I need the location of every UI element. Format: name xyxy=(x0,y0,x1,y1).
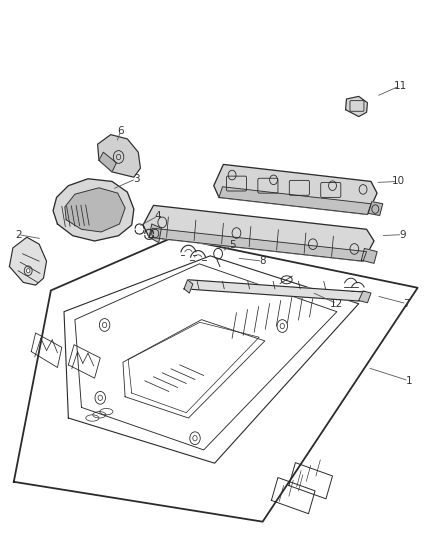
Polygon shape xyxy=(143,205,374,261)
Text: 3: 3 xyxy=(133,174,139,184)
Text: 12: 12 xyxy=(330,298,343,309)
Circle shape xyxy=(193,435,197,441)
Polygon shape xyxy=(184,280,193,293)
Polygon shape xyxy=(65,188,125,232)
Polygon shape xyxy=(346,96,367,117)
Text: 6: 6 xyxy=(117,126,124,136)
Polygon shape xyxy=(184,280,364,301)
Polygon shape xyxy=(361,248,377,263)
Text: 11: 11 xyxy=(394,81,407,91)
Circle shape xyxy=(102,322,107,328)
Polygon shape xyxy=(219,187,371,214)
Polygon shape xyxy=(98,135,141,177)
Text: 1: 1 xyxy=(406,376,412,386)
Circle shape xyxy=(98,395,102,400)
Circle shape xyxy=(280,324,285,329)
Polygon shape xyxy=(359,291,371,303)
Text: 2: 2 xyxy=(15,230,21,240)
Polygon shape xyxy=(53,179,134,241)
Circle shape xyxy=(26,269,30,273)
Text: 8: 8 xyxy=(259,256,266,266)
Text: 5: 5 xyxy=(229,240,235,250)
Text: 4: 4 xyxy=(155,211,161,221)
Polygon shape xyxy=(368,201,383,215)
Polygon shape xyxy=(214,165,377,214)
Polygon shape xyxy=(149,228,367,261)
Polygon shape xyxy=(10,237,46,285)
Polygon shape xyxy=(99,152,117,172)
Text: 9: 9 xyxy=(399,230,406,240)
Text: 7: 7 xyxy=(403,298,410,309)
Text: 10: 10 xyxy=(392,176,405,187)
Polygon shape xyxy=(149,224,161,243)
